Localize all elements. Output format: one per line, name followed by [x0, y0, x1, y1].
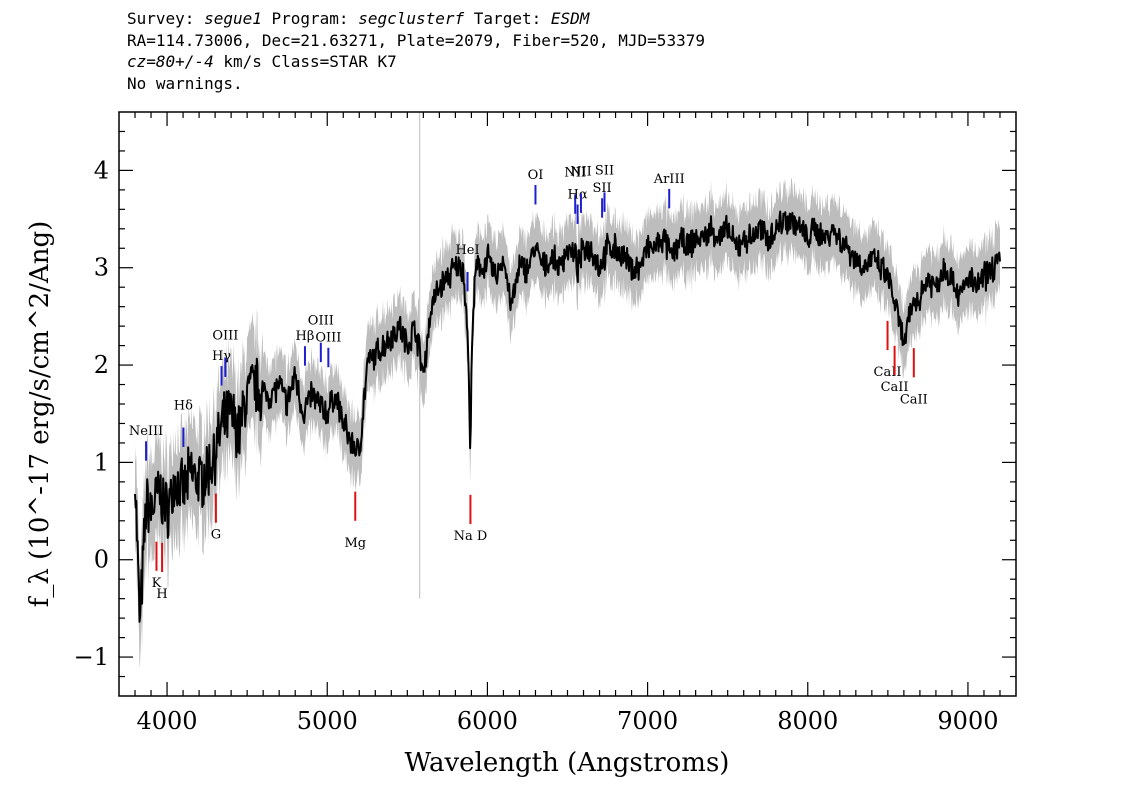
program-label: Program: — [261, 9, 359, 28]
x-tick-label: 7000 — [617, 707, 678, 735]
emission-line-label: OIII — [308, 314, 334, 329]
emission-line-label: Hβ — [296, 329, 315, 344]
header-line-survey: Survey: segue1 Program: segclusterf Targ… — [127, 8, 705, 30]
y-tick-label: 1 — [94, 448, 109, 476]
header-line-coords: RA=114.73006, Dec=21.63271, Plate=2079, … — [127, 30, 705, 50]
target-label: Target: — [464, 9, 551, 28]
x-tick-label: 4000 — [137, 707, 198, 735]
axes: 4000 5000 6000 7000 8000 9000 −1 0 1 2 3 4 — [74, 111, 1017, 735]
absorption-line-label: K — [152, 576, 162, 591]
program-value: segclusterf — [358, 9, 465, 28]
absorption-line-label: CaII — [874, 365, 902, 380]
target-value: ESDM — [550, 9, 590, 28]
header-line-warnings: No warnings. — [127, 73, 243, 93]
emission-line-label: OIII — [212, 328, 238, 343]
absorption-line-label: Na D — [454, 529, 488, 544]
y-axis-title-text: f_λ (10^-17 erg/s/cm^2/Ang) — [25, 221, 55, 607]
spectrum-header: Survey: segue1 Program: segclusterf Targ… — [127, 8, 705, 94]
y-tick-label: 3 — [94, 254, 109, 282]
absorption-line-label: H — [156, 587, 167, 602]
error-band — [135, 177, 1000, 668]
redshift-value: cz=80+/-4 — [127, 52, 214, 71]
x-tick-label: 8000 — [777, 707, 838, 735]
flux-series — [134, 210, 1001, 623]
survey-label: Survey: — [127, 9, 205, 28]
y-tick-label: 4 — [94, 156, 109, 184]
emission-line-label: OI — [528, 168, 544, 183]
y-axis-title: f_λ (10^-17 erg/s/cm^2/Ang) — [25, 221, 55, 607]
y-tick-label: −1 — [74, 643, 109, 671]
x-tick-label: 9000 — [937, 707, 998, 735]
class-value: km/s Class=STAR K7 — [213, 52, 397, 71]
absorption-line-label: Mg — [344, 536, 366, 551]
flux-line — [134, 210, 1001, 623]
x-tick-label: 5000 — [297, 707, 358, 735]
emission-line-label: ArIII — [653, 172, 685, 187]
emission-line-label: OIII — [315, 331, 341, 346]
absorption-line-label: G — [211, 528, 221, 543]
emission-line-label: Hδ — [174, 399, 193, 414]
y-tick-label: 0 — [94, 546, 109, 574]
emission-line-label: NII — [564, 165, 586, 180]
y-tick-label: 2 — [94, 351, 109, 379]
x-tick-label: 6000 — [457, 707, 518, 735]
header-line-class: cz=80+/-4 km/s Class=STAR K7 — [127, 51, 705, 73]
emission-line-label: SII — [593, 181, 612, 196]
emission-line-label: NII — [570, 164, 592, 179]
emission-line-label: HeI — [455, 243, 479, 258]
emission-line-label: Hα — [568, 187, 588, 202]
emission-line-label: SII — [595, 163, 614, 178]
emission-line-label: NeIII — [129, 424, 163, 439]
x-axis-title: Wavelength (Angstroms) — [405, 748, 730, 778]
absorption-line-label: CaII — [900, 392, 928, 407]
absorption-line-label: CaII — [881, 380, 909, 395]
emission-line-label: Hγ — [212, 349, 231, 364]
survey-value: segue1 — [204, 9, 262, 28]
flux-error-band — [135, 177, 1000, 668]
